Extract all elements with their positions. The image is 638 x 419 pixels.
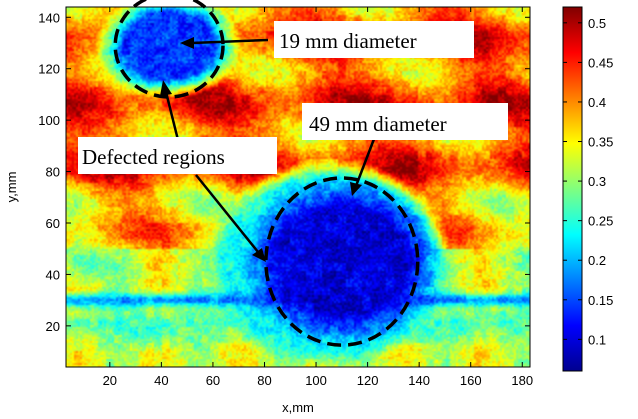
arrowhead-defected-small: [160, 80, 172, 96]
y-tick-label: 140: [38, 10, 60, 25]
y-tick-label: 60: [46, 216, 60, 231]
callout-defected-text: Defected regions: [82, 145, 225, 169]
colorbar-tick-label: 0.4: [588, 95, 606, 110]
x-tick-label: 120: [357, 373, 379, 388]
colorbar-tick-label: 0.15: [588, 293, 613, 308]
y-axis-label: y,mm: [4, 172, 19, 203]
arrowhead-19mm: [180, 37, 194, 49]
callout-19mm-text: 19 mm diameter: [279, 29, 417, 53]
x-tick-label: 60: [206, 373, 220, 388]
defect-outline-19mm: [113, 0, 225, 99]
arrowhead-defected-large: [252, 248, 266, 262]
x-tick-label: 140: [408, 373, 430, 388]
heatmap-image: [66, 7, 530, 367]
callout-49mm: 49 mm diameter: [302, 103, 508, 140]
x-tick-label: 100: [305, 373, 327, 388]
y-tick-label: 120: [38, 62, 60, 77]
annotation-arrows: [160, 37, 376, 262]
callout-defected-regions: Defected regions: [78, 137, 277, 174]
arrow-defected-to-small: [164, 91, 180, 141]
x-tick-label: 40: [154, 373, 168, 388]
y-axis-ticks: 20 40 60 80 100 120 140: [38, 10, 530, 334]
x-tick-label: 20: [103, 373, 117, 388]
x-axis-label: x,mm: [282, 400, 314, 415]
colorbar-tick-label: 0.3: [588, 174, 606, 189]
x-axis-ticks: 20 40 60 80 100 120 140 160 180: [103, 7, 533, 388]
defect-outlines: [113, 0, 420, 347]
colorbar: 0.1 0.15 0.2 0.25 0.3 0.35 0.4 0.45 0.5: [562, 6, 613, 372]
arrow-defected-to-large: [195, 174, 259, 253]
y-tick-label: 20: [46, 319, 60, 334]
colorbar-tick-label: 0.2: [588, 253, 606, 268]
x-tick-label: 80: [257, 373, 271, 388]
arrow-49mm: [354, 138, 376, 187]
x-tick-label: 160: [460, 373, 482, 388]
y-tick-label: 80: [46, 165, 60, 180]
arrowhead-49mm: [350, 182, 362, 196]
x-tick-label: 180: [511, 373, 533, 388]
colorbar-tick-label: 0.45: [588, 55, 613, 70]
colorbar-tick-label: 0.1: [588, 332, 606, 347]
heatmap-plot-area: [65, 6, 531, 368]
callout-19mm: 19 mm diameter: [274, 21, 474, 58]
colorbar-tick-label: 0.25: [588, 214, 613, 229]
colorbar-gradient: [562, 6, 583, 372]
colorbar-ticks: 0.1 0.15 0.2 0.25 0.3 0.35 0.4 0.45 0.5: [563, 16, 613, 347]
colorbar-tick-label: 0.5: [588, 16, 606, 31]
y-tick-label: 40: [46, 267, 60, 282]
y-tick-label: 100: [38, 113, 60, 128]
plot-frame: [65, 6, 531, 368]
colorbar-tick-label: 0.35: [588, 135, 613, 150]
arrow-19mm: [191, 38, 269, 45]
defect-outline-49mm: [264, 176, 420, 347]
callout-49mm-text: 49 mm diameter: [309, 112, 447, 136]
